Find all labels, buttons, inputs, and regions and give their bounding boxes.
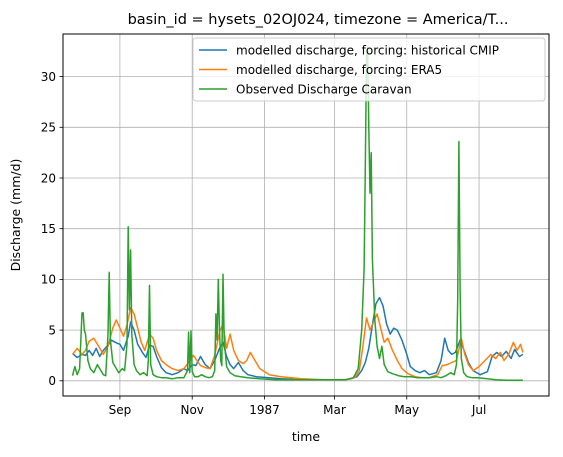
x-tick-label: Jul [471,403,486,417]
y-tick-label: 10 [41,273,56,287]
y-tick-label: 20 [41,171,56,185]
axes-frame [62,33,550,397]
y-tick-label: 25 [41,121,56,135]
x-axis-label: time [292,429,321,444]
x-tick-label: Sep [109,403,132,417]
legend-label: modelled discharge, forcing: historical … [236,43,499,57]
x-tick-label: May [394,403,419,417]
series-lines [71,45,524,382]
legend: modelled discharge, forcing: historical … [192,37,546,102]
y-tick-label: 15 [41,222,56,236]
series-line-3 [71,45,523,382]
legend-label: Observed Discharge Caravan [236,82,412,96]
chart-title: basin_id = hysets_02OJ024, timezone = Am… [128,12,509,28]
legend-box [192,37,546,102]
axis-ticks: Sep Nov 1987 Mar May Jul 0 5 10 15 20 25 30 [41,70,487,417]
x-tick-label: 1987 [249,403,280,417]
x-tick-label: Nov [180,403,203,417]
y-tick-label: 30 [41,70,56,84]
y-tick-label: 5 [48,323,56,337]
legend-label: modelled discharge, forcing: ERA5 [236,63,442,77]
y-axis-label: Discharge (mm/d) [8,159,23,272]
series-line-1 [72,296,524,381]
y-tick-label: 0 [48,374,56,388]
x-tick-label: Mar [323,403,346,417]
